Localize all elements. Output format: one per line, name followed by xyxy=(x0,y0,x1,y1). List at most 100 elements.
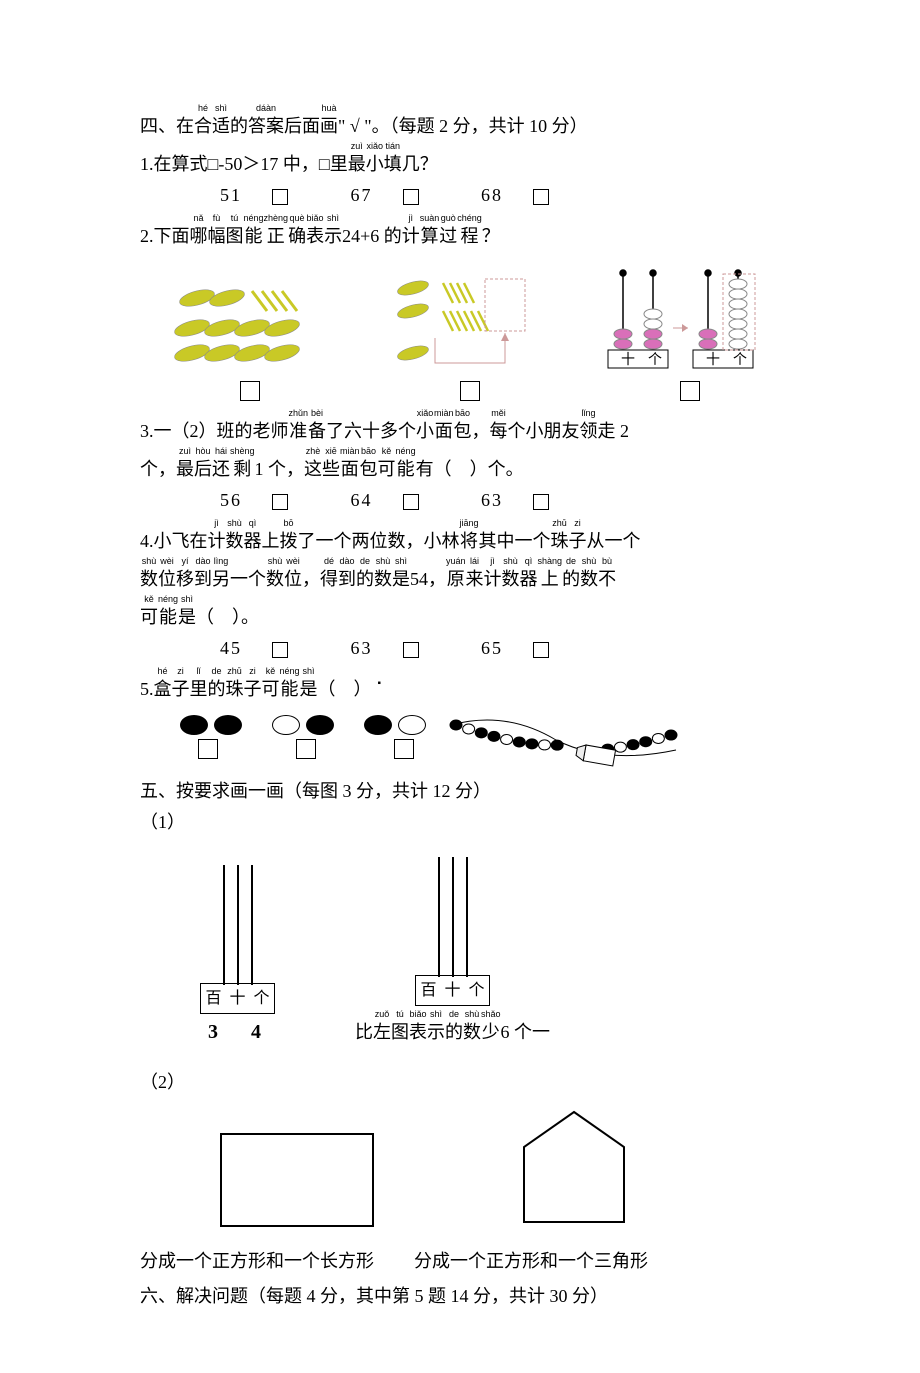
q4-line2: shù数 wèi位 yí移 dào到 lìng另 一个 shù数 wèi位 ， … xyxy=(140,557,800,591)
text: ？ xyxy=(482,225,500,248)
checkbox[interactable] xyxy=(533,494,549,510)
checkbox[interactable] xyxy=(272,494,288,510)
text: 有（ ）个。 xyxy=(416,458,524,481)
q2-options xyxy=(140,381,800,401)
label: 个 xyxy=(469,978,485,1004)
text: 了一个两位数，小林 xyxy=(298,530,460,553)
q3-line2: 个， zuì最 hòu后 hái还 shèng剩 1 个， zhè这 xiē些 … xyxy=(140,447,800,481)
q5-checkboxes xyxy=(198,739,426,759)
text: 3.一（2）班的老师 xyxy=(140,420,289,443)
text: 6 个一 xyxy=(501,1021,551,1044)
opt: 63 xyxy=(351,638,373,658)
text: 了六十多个 xyxy=(326,420,416,443)
bead-icon xyxy=(272,715,300,735)
text: 其中一个 xyxy=(479,530,551,553)
check-text: " √ " xyxy=(338,115,372,138)
opt: 56 xyxy=(220,490,242,510)
shapes xyxy=(220,1107,800,1227)
text: 比 xyxy=(355,1021,373,1044)
label: 个 xyxy=(254,986,270,1012)
opt: 68 xyxy=(481,185,503,205)
text: 1 个， xyxy=(255,458,305,481)
bead-icon xyxy=(398,715,426,735)
checkbox[interactable] xyxy=(403,189,419,205)
label: 百 xyxy=(420,978,436,1004)
text: 个小朋友 xyxy=(508,420,580,443)
checkbox[interactable] xyxy=(680,381,700,401)
svg-text:十: 十 xyxy=(706,352,720,368)
text: 54， xyxy=(410,568,446,591)
text: 2.下面 xyxy=(140,225,190,248)
house-shape xyxy=(514,1107,634,1227)
svg-text:个: 个 xyxy=(733,352,747,368)
q2-figures: 十个 十个 xyxy=(140,268,800,373)
checkbox[interactable] xyxy=(296,739,316,759)
caption: 分成一个正方形和一个三角形 xyxy=(414,1247,648,1276)
checkbox[interactable] xyxy=(198,739,218,759)
text: ， xyxy=(302,568,320,591)
checkbox[interactable] xyxy=(403,642,419,658)
q1-options: 51 67 68 xyxy=(220,181,800,210)
bead-icon xyxy=(214,715,242,735)
checkbox[interactable] xyxy=(272,189,288,205)
rectangle-shape xyxy=(220,1133,374,1227)
bead-icon xyxy=(306,715,334,735)
q4-line1: 4.小飞在 jì计 shù数 qì器 上 bō拨 了一个两位数，小林 jiāng… xyxy=(140,519,800,553)
text: 从一个 xyxy=(587,530,641,553)
opt: 67 xyxy=(351,185,373,205)
rod-fig-1: 百 十 个 3 4 xyxy=(200,865,275,1049)
sticks-fig-a xyxy=(172,283,332,373)
text: 个， xyxy=(140,458,176,481)
rod-number: 3 4 xyxy=(208,1016,275,1048)
dot-icon: ▪ xyxy=(378,676,382,692)
q4-options: 45 63 65 xyxy=(220,634,800,663)
sticks-fig-b xyxy=(395,273,535,373)
text: 4.小飞在 xyxy=(140,530,208,553)
section4-title: 四、在 hé合 shì适 的 dáàn答案 后面 huà画 " √ " 。（每题… xyxy=(140,104,800,138)
text: （ ）。 xyxy=(196,606,259,629)
label: 百 xyxy=(205,986,221,1012)
text: 四、在 xyxy=(140,115,194,138)
q2: 2.下面 nǎ哪 fù幅 tú图 néng能 zhèng正 què确 biǎo表… xyxy=(140,214,800,248)
label: 十 xyxy=(229,986,245,1012)
section6-title: 六、解决问题（每题 4 分，其中第 5 题 14 分，共计 30 分） xyxy=(140,1282,800,1311)
opt: 64 xyxy=(351,490,373,510)
checkbox[interactable] xyxy=(394,739,414,759)
checkbox[interactable] xyxy=(403,494,419,510)
svg-text:个: 个 xyxy=(648,352,662,368)
svg-text:十: 十 xyxy=(621,352,635,368)
q3-line1: 3.一（2）班的老师 zhǔn准 bèi备 了六十多个 xiǎo小 miàn面 … xyxy=(140,409,800,443)
checkbox[interactable] xyxy=(533,642,549,658)
section5-title: 五、按要求画一画（每图 3 分，共计 12 分） xyxy=(140,777,800,806)
q5-bead-options xyxy=(180,715,426,735)
text: 上 xyxy=(262,530,280,553)
text: （ ） xyxy=(318,678,372,701)
p1-label: （1） xyxy=(140,808,800,837)
bead-icon xyxy=(364,715,392,735)
shape-captions: 分成一个正方形和一个长方形 分成一个正方形和一个三角形 xyxy=(140,1247,800,1276)
q4-line3: kě可 néng能 shì是 （ ）。 xyxy=(140,595,800,629)
checkbox[interactable] xyxy=(533,189,549,205)
q1-text: 1.在算式□-50＞17 中，□里 xyxy=(140,153,348,176)
text: 走 2 xyxy=(598,420,630,443)
text: 。（每题 2 分，共计 10 分） xyxy=(372,115,588,138)
checkbox[interactable] xyxy=(460,381,480,401)
opt: 45 xyxy=(220,638,242,658)
text: 一个 xyxy=(230,568,266,591)
text: ， xyxy=(472,420,490,443)
text: 几？ xyxy=(402,153,438,176)
label: 十 xyxy=(445,978,461,1004)
opt: 51 xyxy=(220,185,242,205)
q3-options: 56 64 63 xyxy=(220,486,800,515)
abacus-fig: 十个 十个 xyxy=(598,268,768,373)
q1: 1.在算式□-50＞17 中，□里 zuì最 xiǎo小 tián填 几？ xyxy=(140,142,800,176)
checkbox[interactable] xyxy=(240,381,260,401)
p2-label: （2） xyxy=(140,1068,800,1097)
rod-figures: 百 十 个 3 4 百 十 个 比 zuǒ左 tú图 biǎo表 shì示 de… xyxy=(200,857,800,1049)
caption: 分成一个正方形和一个长方形 xyxy=(140,1247,374,1276)
bead-string-fig xyxy=(446,705,686,775)
checkbox[interactable] xyxy=(272,642,288,658)
q5: 5. hé盒 zi子 lǐ里 de的 zhū珠 zi子 kě可 néng能 sh… xyxy=(140,667,800,701)
text: 5. xyxy=(140,678,154,701)
opt: 63 xyxy=(481,490,503,510)
